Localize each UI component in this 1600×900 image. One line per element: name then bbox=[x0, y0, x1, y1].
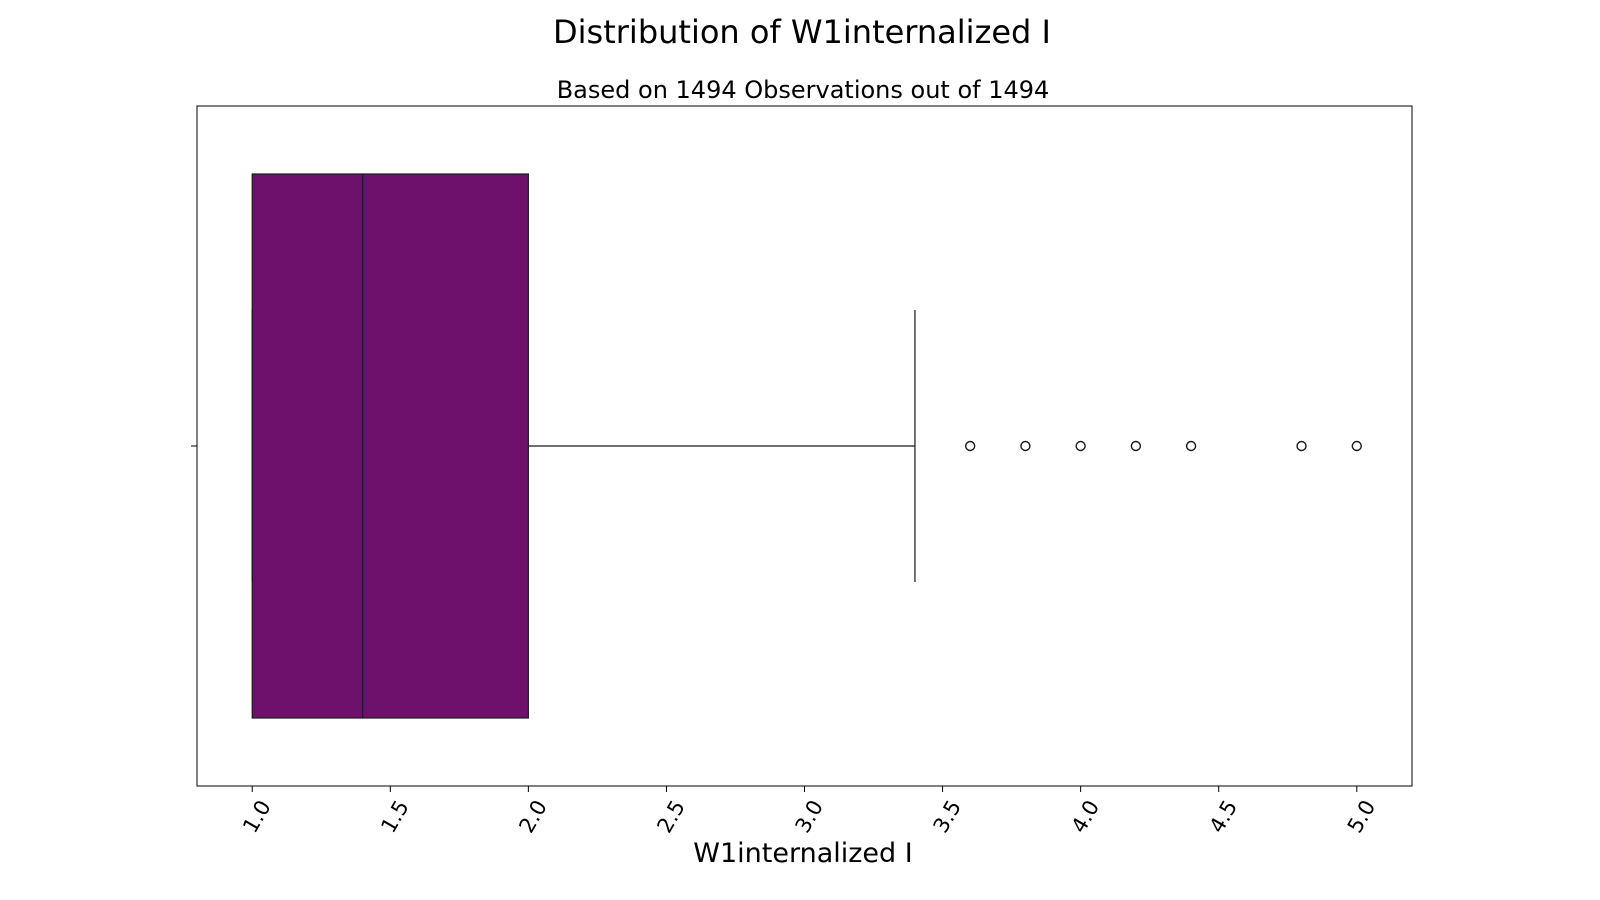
x-axis-label: W1internalized I bbox=[693, 838, 912, 869]
x-tick-label: 1.5 bbox=[376, 796, 413, 837]
x-tick-label: 3.0 bbox=[791, 796, 828, 837]
box-layer bbox=[251, 173, 916, 719]
x-tick-label: 5.0 bbox=[1343, 796, 1380, 837]
chart-title: Distribution of W1internalized I bbox=[553, 13, 1051, 51]
outlier-point bbox=[964, 440, 976, 452]
outlier-point bbox=[1020, 440, 1031, 452]
chart-subtitle: Based on 1494 Observations out of 1494 bbox=[557, 76, 1050, 104]
outlier-point bbox=[1351, 440, 1362, 452]
x-tick-label: 4.5 bbox=[1205, 796, 1242, 837]
x-tick-label: 2.0 bbox=[514, 796, 551, 837]
x-tick-label: 2.5 bbox=[652, 796, 689, 837]
box-iqr bbox=[251, 173, 529, 719]
outlier-layer bbox=[964, 440, 1362, 452]
x-tick-label: 3.5 bbox=[929, 796, 966, 837]
outlier-point bbox=[1075, 440, 1086, 452]
x-tick-label: 4.0 bbox=[1067, 796, 1104, 837]
x-axis-ticks: 1.0 1.5 2.0 2.5 3.0 3.5 4.0 4.5 5.0 bbox=[238, 786, 1380, 837]
x-tick-label: 1.0 bbox=[238, 796, 275, 837]
outlier-point bbox=[1296, 440, 1307, 452]
outlier-point bbox=[1185, 440, 1197, 452]
outlier-point bbox=[1130, 440, 1142, 452]
